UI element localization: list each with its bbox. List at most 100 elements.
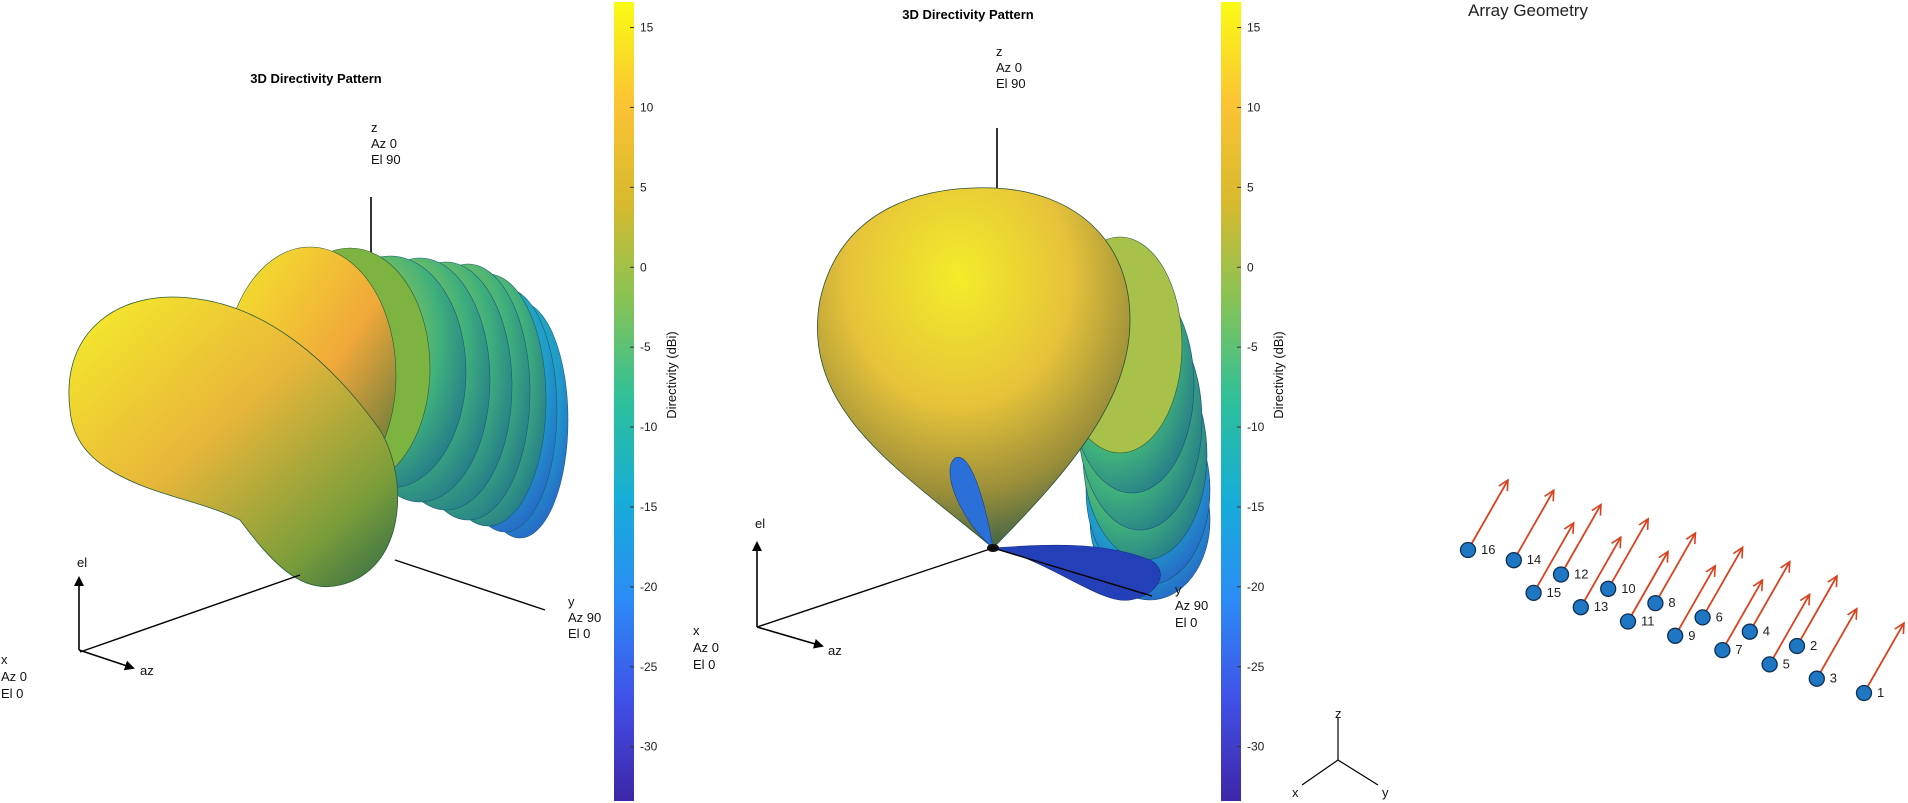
panel-1-x-axis bbox=[79, 574, 301, 653]
array-element bbox=[1552, 566, 1570, 583]
panel-1-colorbar-ticks: 15 10 5 0 -5 -10 -15 -20 -25 -30 bbox=[630, 21, 658, 754]
array-element bbox=[1600, 580, 1617, 597]
colorbar-tick-label: 0 bbox=[1247, 260, 1254, 274]
triad-x-axis bbox=[1301, 759, 1339, 786]
array-element-label: 5 bbox=[1783, 656, 1790, 671]
array-element-label: 14 bbox=[1527, 552, 1541, 567]
array-element bbox=[1619, 613, 1637, 630]
colorbar-tick-label: -20 bbox=[640, 580, 658, 594]
panel-2-az-arrow bbox=[756, 626, 824, 649]
element-arrow bbox=[1863, 623, 1904, 694]
panel-2-y-label-2: El 0 bbox=[1175, 615, 1197, 630]
panel-1-colorbar-label: Directivity (dBi) bbox=[664, 331, 679, 418]
array-element-label: 16 bbox=[1481, 542, 1495, 557]
array-element bbox=[1741, 623, 1758, 640]
panel-1-az-label: az bbox=[140, 663, 154, 678]
array-element-label: 11 bbox=[1641, 614, 1655, 629]
panel-2-z-label-0: z bbox=[996, 44, 1003, 59]
panel-2-colorbar-label: Directivity (dBi) bbox=[1271, 331, 1286, 418]
element-arrow bbox=[1674, 566, 1715, 637]
array-element-label: 13 bbox=[1594, 599, 1608, 614]
array-element bbox=[1694, 609, 1711, 626]
panel-1-az-arrow bbox=[78, 649, 135, 671]
array-element-label: 1 bbox=[1877, 685, 1884, 700]
colorbar-tick-label: 10 bbox=[1247, 100, 1261, 114]
array-element-label: 6 bbox=[1716, 609, 1723, 624]
element-arrow bbox=[1467, 480, 1508, 551]
panel-2-el-label: el bbox=[755, 516, 765, 531]
element-arrow bbox=[1532, 523, 1574, 594]
triad-x-label: x bbox=[1292, 785, 1299, 800]
array-element-label: 8 bbox=[1668, 595, 1675, 610]
panel-1: 3D Directivity Pattern z Az 0 El 90 y Az… bbox=[1, 2, 679, 801]
array-element-label: 9 bbox=[1688, 628, 1695, 643]
colorbar-tick-label: 5 bbox=[640, 180, 647, 194]
array-element-label: 3 bbox=[1830, 671, 1837, 686]
panel-1-el-label: el bbox=[77, 555, 87, 570]
array-element bbox=[1714, 641, 1731, 659]
array-element-label: 12 bbox=[1574, 567, 1588, 582]
panel-2-y-axis bbox=[992, 547, 1153, 597]
element-arrow bbox=[1749, 562, 1790, 633]
colorbar-tick-label: -20 bbox=[1247, 580, 1265, 594]
array-element-label: 7 bbox=[1735, 642, 1742, 657]
triad-z-label: z bbox=[1335, 706, 1342, 721]
panel-3-title: Array Geometry bbox=[1468, 1, 1588, 20]
panel-2-z-label-1: Az 0 bbox=[996, 60, 1022, 75]
colorbar-tick-label: -30 bbox=[640, 740, 658, 754]
element-arrow bbox=[1560, 505, 1601, 575]
panel-1-x-label-0: x bbox=[1, 652, 8, 667]
colorbar-tick-label: -10 bbox=[640, 420, 658, 434]
array-element-label: 4 bbox=[1763, 624, 1770, 639]
array-element bbox=[1647, 594, 1664, 612]
array-element bbox=[1808, 670, 1825, 687]
panel-2-z-label-2: El 90 bbox=[996, 76, 1026, 91]
panel-1-x-label-2: El 0 bbox=[1, 686, 23, 701]
colorbar-tick-label: -15 bbox=[1247, 500, 1265, 514]
element-arrow bbox=[1654, 533, 1695, 604]
element-arrow bbox=[1627, 552, 1668, 622]
panel-1-y-label-2: El 0 bbox=[568, 626, 590, 641]
colorbar-tick-label: -30 bbox=[1247, 740, 1265, 754]
panel-1-title: 3D Directivity Pattern bbox=[250, 71, 382, 86]
panel-2-colorbar-ticks: 15 10 5 0 -5 -10 -15 -20 -25 -30 bbox=[1237, 21, 1265, 754]
colorbar-tick-label: 10 bbox=[640, 100, 654, 114]
element-arrow bbox=[1580, 537, 1621, 608]
panel-2-x-axis bbox=[756, 547, 994, 628]
panel-2-colorbar bbox=[1221, 2, 1241, 801]
panel-1-colorbar bbox=[614, 2, 634, 801]
panel-1-y-label-1: Az 90 bbox=[568, 610, 601, 625]
panel-1-x-label-1: Az 0 bbox=[1, 669, 27, 684]
array-element-label: 2 bbox=[1810, 638, 1817, 653]
triad-y-label: y bbox=[1382, 785, 1389, 800]
panel-1-y-label-0: y bbox=[568, 594, 575, 609]
element-arrow bbox=[1513, 490, 1554, 561]
colorbar-tick-label: -5 bbox=[1247, 340, 1258, 354]
triad-y-axis bbox=[1337, 759, 1379, 786]
colorbar-tick-label: 5 bbox=[1247, 180, 1254, 194]
array-element bbox=[1572, 599, 1589, 616]
array-element bbox=[1667, 627, 1684, 644]
colorbar-tick-label: -15 bbox=[640, 500, 658, 514]
array-element-label: 10 bbox=[1621, 581, 1635, 596]
colorbar-tick-label: -10 bbox=[1247, 420, 1265, 434]
array-element bbox=[1855, 684, 1873, 702]
element-arrow bbox=[1816, 609, 1857, 680]
colorbar-tick-label: -25 bbox=[640, 660, 658, 674]
panel-2: 3D Directivity Pattern z Az 0 El 90 y Az… bbox=[693, 2, 1286, 801]
panel-1-y-axis bbox=[394, 559, 546, 611]
array-element bbox=[1525, 584, 1542, 602]
array-element-label: 15 bbox=[1547, 585, 1561, 600]
array-element bbox=[1459, 541, 1477, 559]
panel-2-az-label: az bbox=[828, 643, 842, 658]
element-arrow bbox=[1701, 547, 1743, 618]
colorbar-tick-label: 15 bbox=[640, 21, 654, 35]
array-element bbox=[1505, 552, 1522, 569]
colorbar-tick-label: 15 bbox=[1247, 21, 1261, 35]
panel-1-z-label-0: z bbox=[371, 120, 378, 135]
panel-1-z-label-1: Az 0 bbox=[371, 136, 397, 151]
element-arrow bbox=[1721, 580, 1762, 651]
